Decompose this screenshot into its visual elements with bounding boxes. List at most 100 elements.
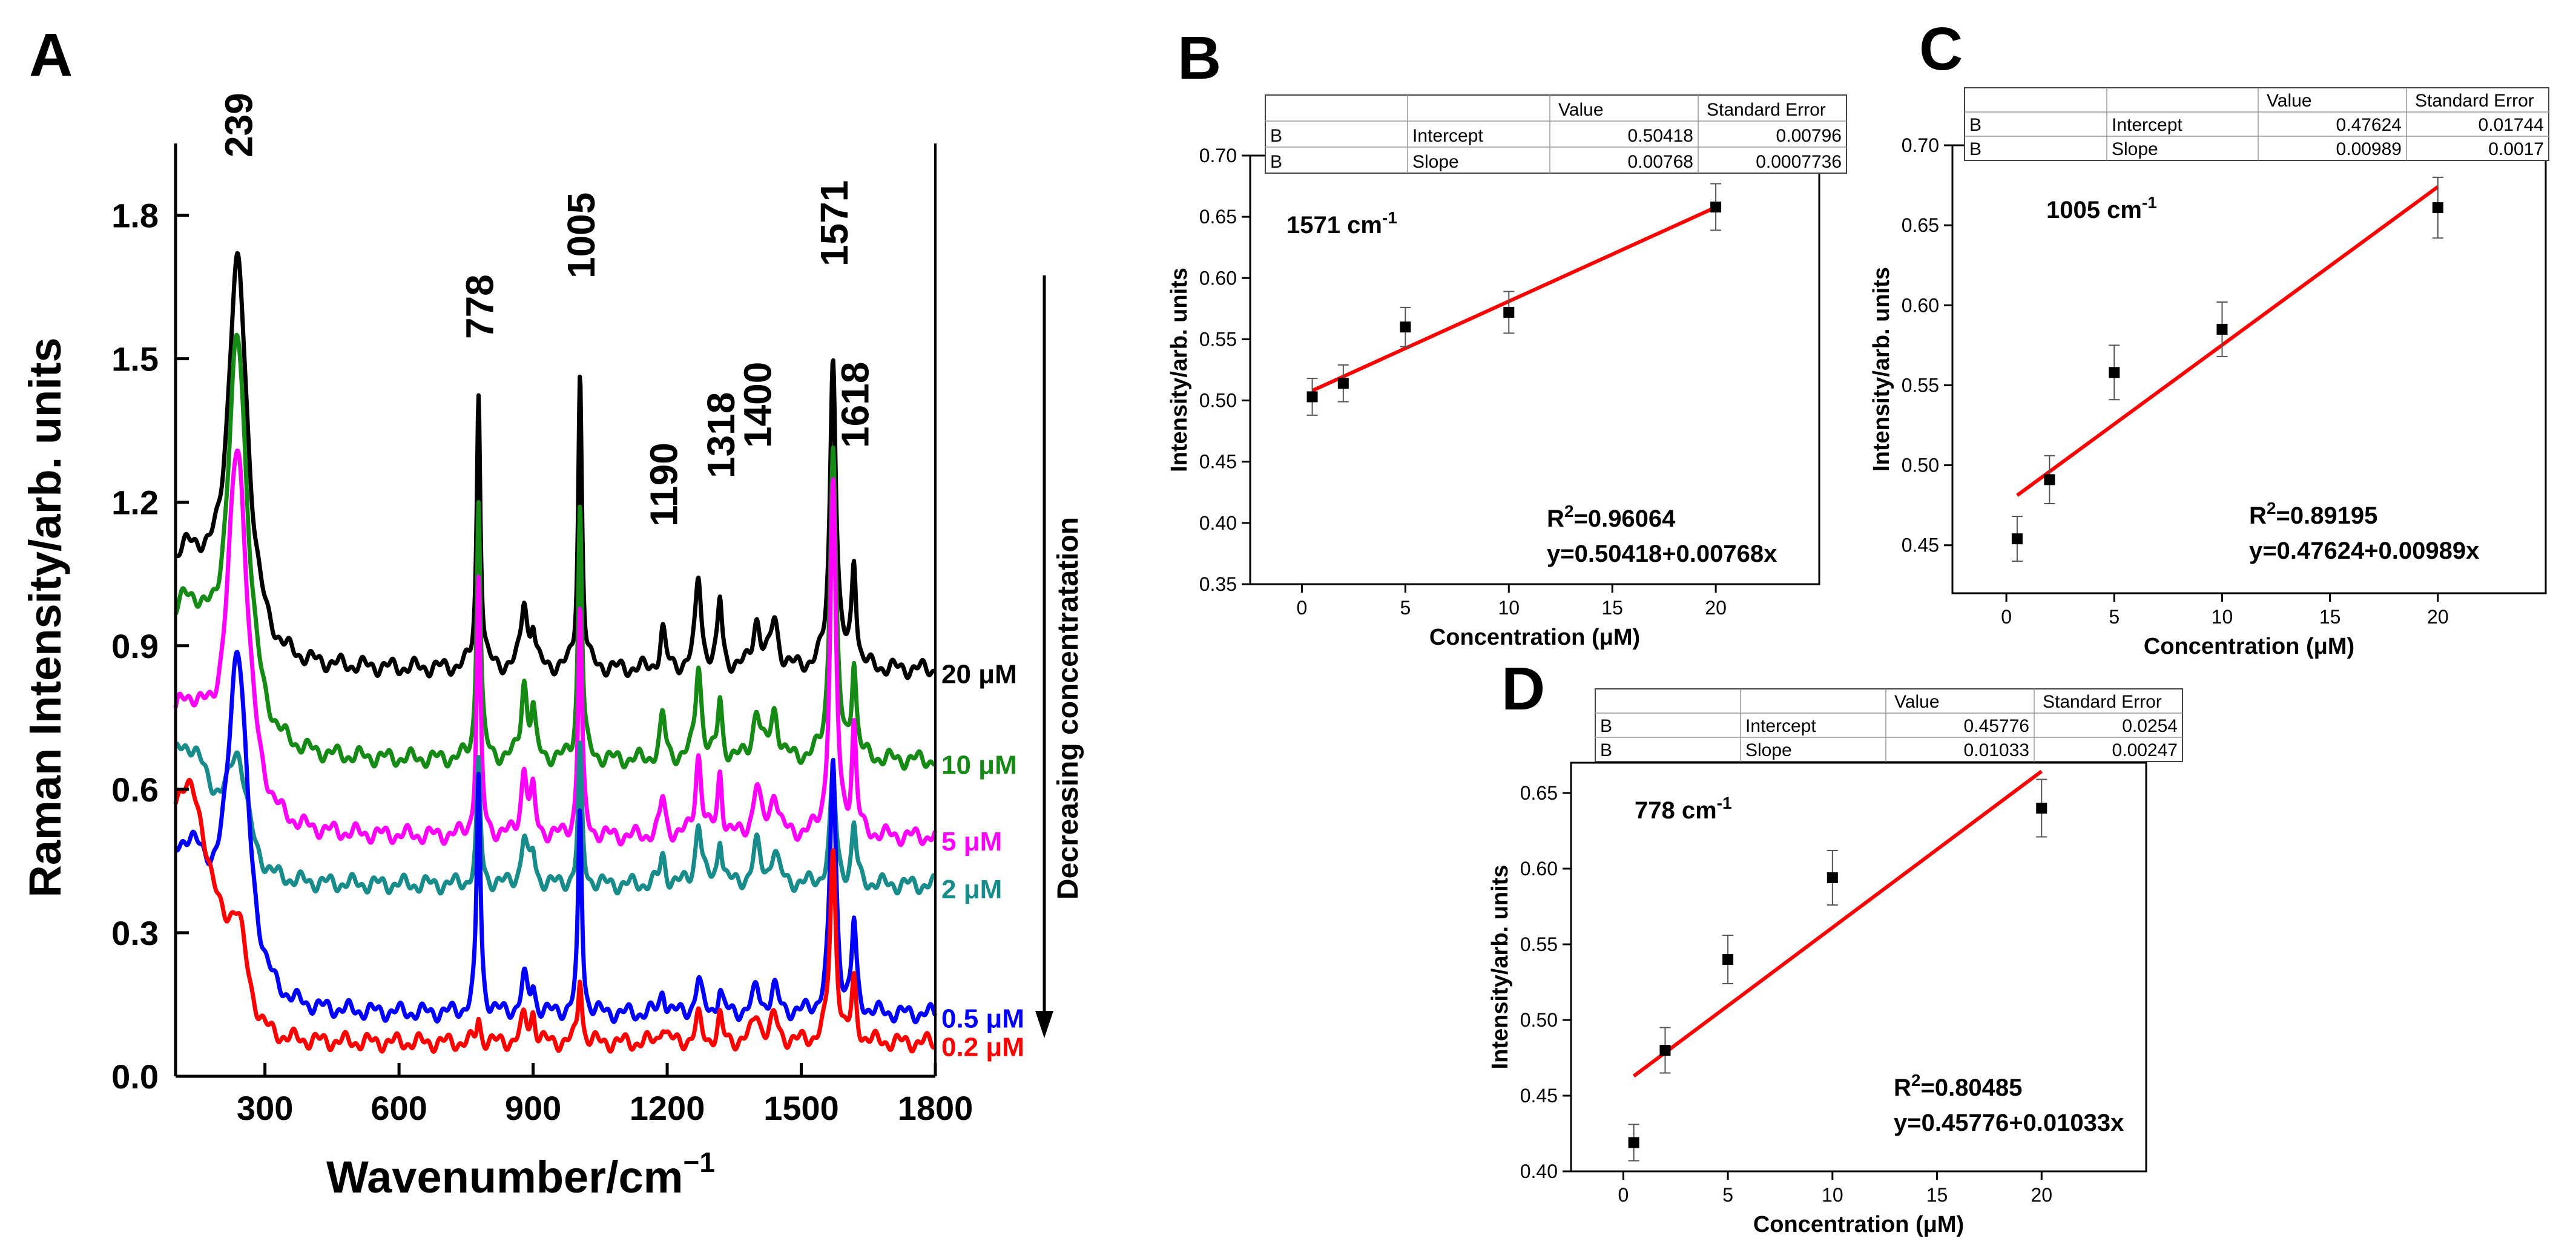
series-label: 10 μM <box>941 750 1017 780</box>
panel-a: A 20 μM 10 μM 5 μM 2 μM 0.5 μM0.2 μM 300 600 900… <box>20 21 1084 1202</box>
panel-c: C 0 5 10 15 20 0.45 0.50 0.55 0.60 0.65 0.70 Concent… <box>1869 15 2549 659</box>
y-tick-label: 0.40 <box>1520 1160 1558 1182</box>
peak-annotation: 1005 cm-1 <box>2046 193 2157 223</box>
panel-a-label: A <box>29 21 73 89</box>
table-cell: B <box>1600 716 1612 736</box>
y-tick-label: 0.55 <box>1199 328 1237 350</box>
x-tick-label: 15 <box>1601 597 1623 619</box>
data-point <box>1659 1045 1671 1056</box>
r-squared: R2=0.89195 <box>2249 499 2377 529</box>
y-tick-label: 0.60 <box>1520 858 1558 880</box>
y-tick-label: 0.70 <box>1902 134 1939 156</box>
table-cell: 0.45776 <box>1964 716 2029 736</box>
r-squared: R2=0.96064 <box>1547 502 1676 532</box>
peak-label: 239 <box>217 93 261 157</box>
x-tick-label: 1500 <box>763 1089 839 1127</box>
table-cell: B <box>1969 139 1981 159</box>
spectrum-line <box>174 650 937 1025</box>
stats-table <box>1595 688 2183 762</box>
spectrum-line <box>173 449 937 847</box>
x-tick-label: 10 <box>2212 606 2233 628</box>
r-squared-sup: 2 <box>1911 1071 1921 1090</box>
y-tick-label: 1.2 <box>111 484 159 522</box>
x-axis-title: Wavenumber/cm−1 <box>326 1147 715 1202</box>
plot-frame <box>1570 762 2147 1173</box>
data-point <box>2216 323 2228 335</box>
table-cell: 0.47624 <box>2336 115 2402 135</box>
panel-b-label: B <box>1178 24 1221 92</box>
peak-annotation: 1571 cm-1 <box>1286 208 1397 239</box>
peak-label: 1618 <box>834 362 877 448</box>
table-cell: Intercept <box>1745 716 1816 736</box>
y-tick-label: 0.50 <box>1902 455 1939 476</box>
x-tick-label: 5 <box>1400 597 1411 619</box>
table-cell: 0.00247 <box>2112 740 2178 760</box>
data-point <box>2109 367 2120 378</box>
data-point <box>1337 378 1349 389</box>
x-axis-title-text: Wavenumber/cm <box>326 1152 683 1202</box>
y-tick-label: 0.55 <box>1520 933 1558 955</box>
r-squared-letter: R <box>2249 502 2267 529</box>
x-tick-label: 20 <box>2427 606 2449 628</box>
peak-sup: -1 <box>2142 193 2157 212</box>
y-axis-title: Intensity/arb. units <box>1869 267 1894 472</box>
r-squared-value: =0.80485 <box>1920 1074 2022 1101</box>
x-tick-label: 0 <box>1297 597 1308 619</box>
table-cell: Slope <box>1745 740 1792 760</box>
table-cell: B <box>1270 126 1282 146</box>
y-tick-label: 0.65 <box>1902 214 1939 236</box>
table-cell: B <box>1600 740 1612 760</box>
x-tick-label: 1800 <box>898 1089 973 1127</box>
y-tick-label: 0.0 <box>111 1058 159 1096</box>
y-axis-title: Raman Intensity/arb. units <box>20 337 70 897</box>
table-header: Standard Error <box>1707 100 1826 120</box>
table-cell: 0.01744 <box>2479 115 2544 135</box>
y-tick-label: 0.65 <box>1199 206 1237 228</box>
data-point <box>1722 954 1734 965</box>
table-cell: 0.0017 <box>2488 139 2544 159</box>
y-tick-label: 0.65 <box>1520 782 1558 804</box>
data-point <box>2011 533 2023 545</box>
y-tick-label: 0.60 <box>1199 267 1237 289</box>
y-tick-label: 0.35 <box>1199 573 1237 595</box>
x-tick-label: 5 <box>2109 606 2120 628</box>
table-cell: Intercept <box>2112 115 2182 135</box>
peak-sup: -1 <box>1382 208 1397 227</box>
peak-text: 1571 cm <box>1286 212 1382 239</box>
data-point <box>1628 1137 1639 1148</box>
y-tick-label: 0.55 <box>1902 374 1939 396</box>
data-point <box>1503 306 1515 318</box>
x-tick-label: 20 <box>2031 1184 2052 1206</box>
y-tick-label: 0.40 <box>1199 512 1237 534</box>
panel-d: D 0 5 10 15 20 0.40 0.45 0.50 0.55 0.60 0.65 Concent… <box>1487 655 2183 1237</box>
peak-label: 778 <box>458 274 502 339</box>
table-cell: 0.00796 <box>1776 126 1842 146</box>
spectrum-line <box>173 778 937 1054</box>
peak-text: 778 cm <box>1635 797 1717 824</box>
fit-equation: y=0.50418+0.00768x <box>1547 541 1777 567</box>
stats-table <box>1964 87 2549 161</box>
y-tick-label: 0.9 <box>111 627 159 665</box>
x-tick-label: 15 <box>2319 606 2341 628</box>
x-tick-label: 10 <box>1822 1184 1843 1206</box>
peak-label: 1571 <box>812 180 856 266</box>
r-squared: R2=0.80485 <box>1894 1071 2022 1101</box>
data-point <box>1827 872 1838 883</box>
y-tick-label: 1.5 <box>111 340 159 378</box>
table-header: Standard Error <box>2415 91 2534 111</box>
x-tick-label: 300 <box>237 1089 293 1127</box>
table-header: Value <box>2267 91 2312 111</box>
table-cell: 0.0254 <box>2122 716 2178 736</box>
peak-label: 1190 <box>642 443 686 527</box>
y-tick-label: 1.8 <box>111 197 159 235</box>
y-tick-label: 0.60 <box>1902 294 1939 316</box>
panel-b: B 0 5 10 15 20 0.35 0.40 0.45 0.50 0.55 0.60 0.65 0.7… <box>1167 24 1847 650</box>
table-header: Value <box>1894 692 1940 712</box>
y-tick-label: 0.3 <box>111 914 159 952</box>
series-label: 20 μM <box>941 659 1017 689</box>
series-label: 2 μM <box>941 875 1002 904</box>
spectrum-line <box>174 740 937 896</box>
r-squared-letter: R <box>1894 1074 1911 1101</box>
table-cell: 0.0007736 <box>1756 152 1842 172</box>
